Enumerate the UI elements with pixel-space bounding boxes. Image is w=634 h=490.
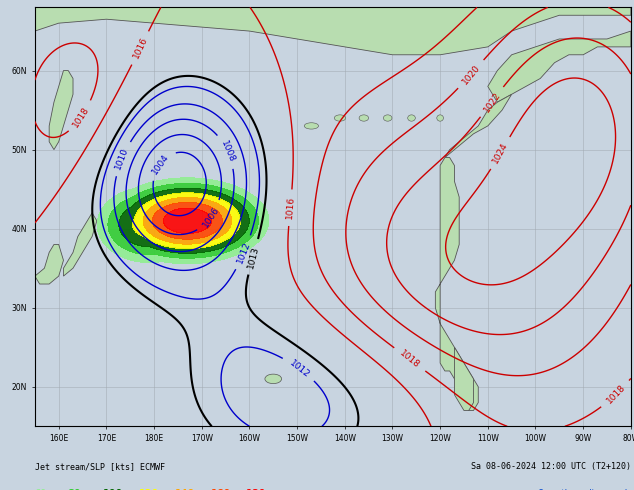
Text: 60: 60 [35, 489, 47, 490]
Polygon shape [35, 245, 63, 284]
Text: 160: 160 [210, 489, 231, 490]
Text: 80: 80 [68, 489, 81, 490]
Ellipse shape [384, 115, 392, 121]
Polygon shape [63, 213, 97, 276]
Text: 1018: 1018 [605, 383, 627, 406]
Ellipse shape [334, 115, 346, 121]
Ellipse shape [265, 374, 281, 384]
Ellipse shape [359, 115, 368, 121]
Text: 1016: 1016 [285, 196, 296, 220]
Text: 1012: 1012 [235, 240, 252, 265]
Text: 140: 140 [175, 489, 195, 490]
Text: 1022: 1022 [482, 90, 502, 114]
Polygon shape [35, 7, 631, 55]
Text: ©weatheronline.co.uk: ©weatheronline.co.uk [537, 489, 631, 490]
Polygon shape [445, 94, 512, 158]
Text: 100: 100 [103, 489, 124, 490]
Text: 1010: 1010 [114, 147, 131, 171]
Text: Jet stream/SLP [kts] ECMWF: Jet stream/SLP [kts] ECMWF [35, 462, 165, 471]
Ellipse shape [304, 123, 318, 129]
Text: 1020: 1020 [460, 63, 482, 86]
Text: 1004: 1004 [150, 152, 171, 176]
Text: 1012: 1012 [287, 358, 311, 379]
Text: 120: 120 [139, 489, 159, 490]
Text: 1018: 1018 [71, 104, 91, 129]
Text: 1013: 1013 [246, 245, 261, 269]
Ellipse shape [408, 115, 415, 121]
Polygon shape [436, 158, 478, 411]
Text: 1016: 1016 [131, 36, 149, 60]
Ellipse shape [437, 115, 443, 121]
Text: 1006: 1006 [201, 205, 221, 229]
Text: 1008: 1008 [219, 139, 236, 164]
Polygon shape [488, 31, 631, 102]
Text: 1024: 1024 [491, 141, 510, 165]
Polygon shape [455, 347, 474, 411]
Text: Sa 08-06-2024 12:00 UTC (T2+120): Sa 08-06-2024 12:00 UTC (T2+120) [471, 462, 631, 471]
Text: 180: 180 [247, 489, 267, 490]
Polygon shape [49, 71, 73, 149]
Text: 1018: 1018 [398, 349, 422, 370]
